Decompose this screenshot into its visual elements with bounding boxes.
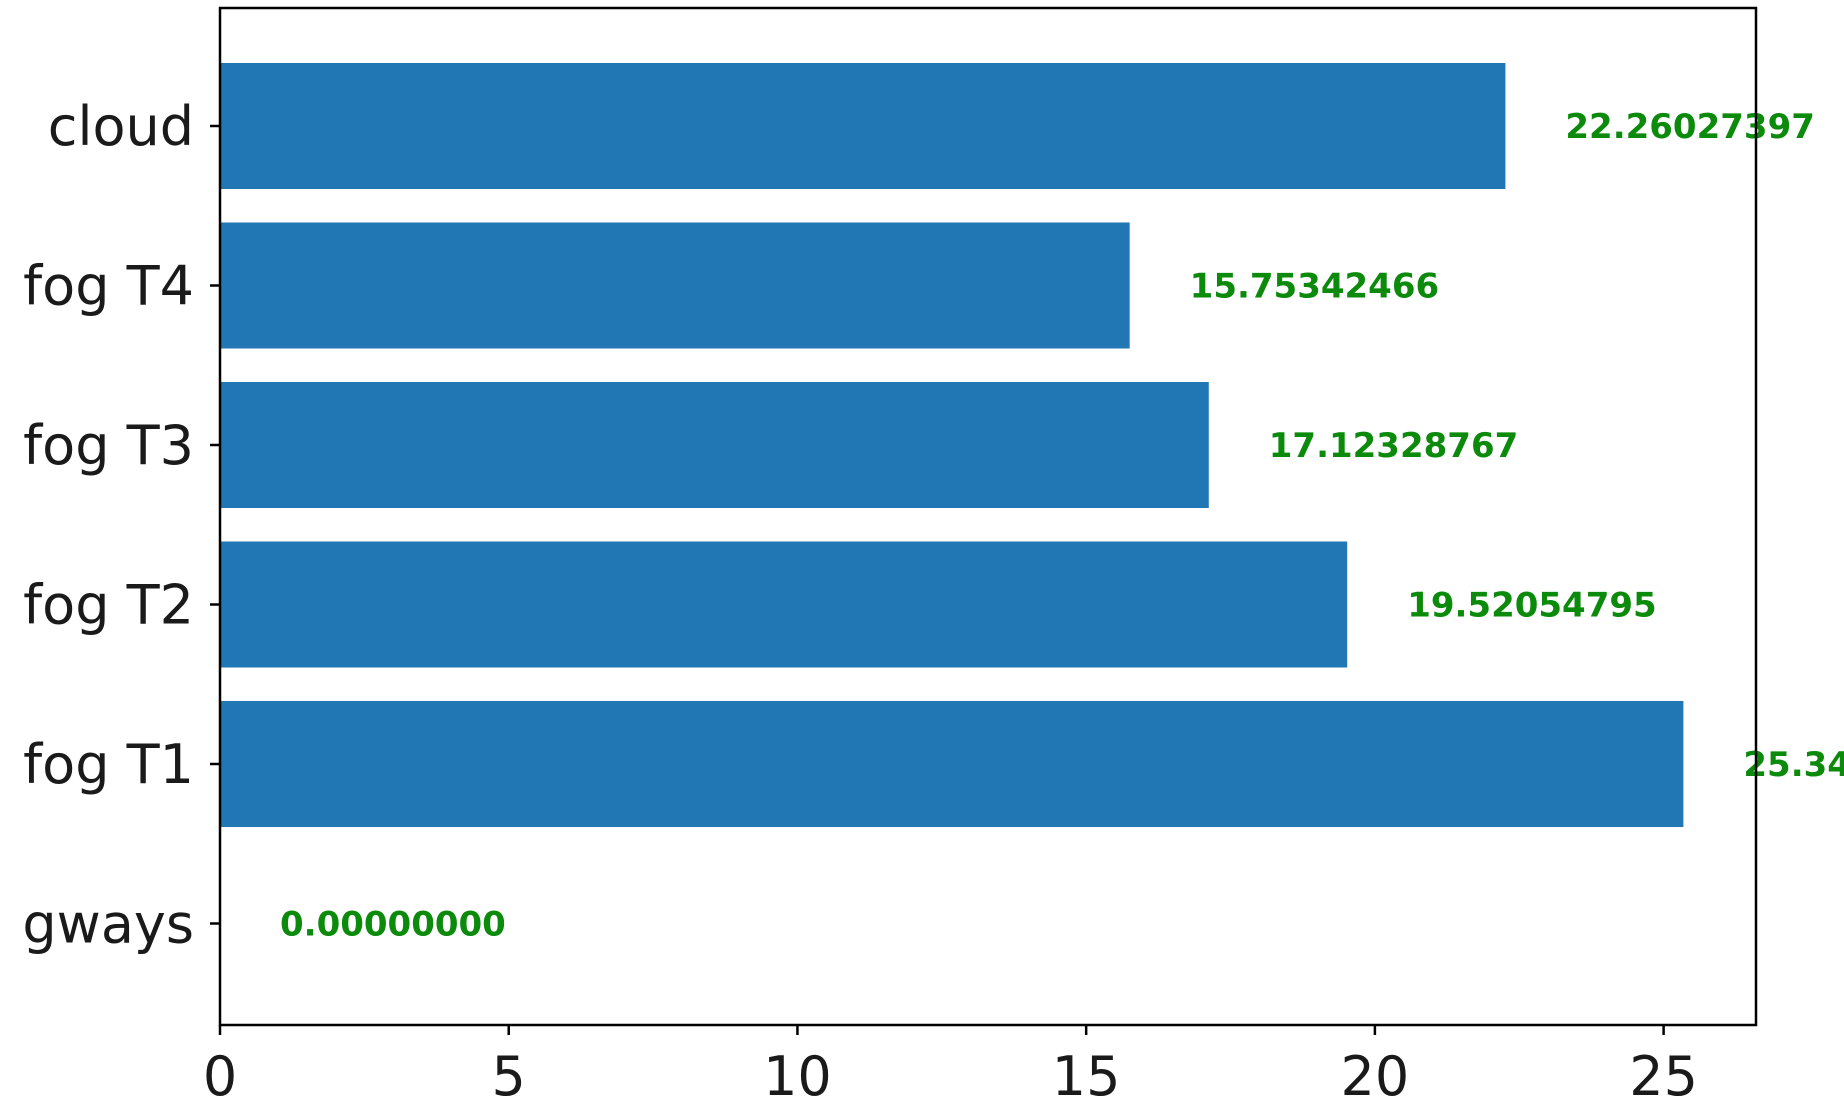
x-tick-label: 5	[492, 1045, 526, 1108]
y-tick-label: gways	[22, 893, 194, 956]
value-label-fog-t3: 17.12328767	[1269, 426, 1519, 466]
plot-frame	[218, 6, 1758, 1027]
value-label-fog-t4: 15.75342466	[1190, 267, 1440, 307]
value-label-fog-t2: 19.52054795	[1407, 586, 1657, 626]
value-labels-group: 22.26027397 15.75342466 17.12328767 19.5205…	[280, 107, 1844, 945]
x-tick-label: 15	[1052, 1045, 1121, 1108]
y-axis: cloud fog T4 fog T3 fog T2 fog T1 gways	[22, 95, 220, 956]
x-axis: 0 5 10 15 20 25	[203, 1025, 1698, 1108]
bars-group	[220, 63, 1684, 827]
bar-fog-t1	[220, 701, 1684, 827]
value-label-gways: 0.00000000	[280, 905, 506, 945]
y-tick-label: fog T2	[23, 574, 194, 637]
bar-cloud	[220, 63, 1506, 189]
y-tick-label: cloud	[48, 95, 194, 158]
y-tick-label: fog T1	[23, 733, 194, 796]
bar-fog-t3	[220, 382, 1209, 508]
bar-fog-t4	[220, 222, 1130, 349]
value-label-cloud: 22.26027397	[1565, 107, 1815, 147]
value-label-fog-t1: 25.34	[1743, 745, 1844, 785]
y-tick-label: fog T3	[23, 414, 194, 477]
x-tick-label: 10	[763, 1045, 832, 1108]
x-tick-label: 20	[1341, 1045, 1410, 1108]
x-tick-label: 25	[1629, 1045, 1698, 1108]
x-tick-label: 0	[203, 1045, 237, 1108]
y-tick-label: fog T4	[23, 255, 194, 318]
bar-fog-t2	[220, 541, 1348, 668]
